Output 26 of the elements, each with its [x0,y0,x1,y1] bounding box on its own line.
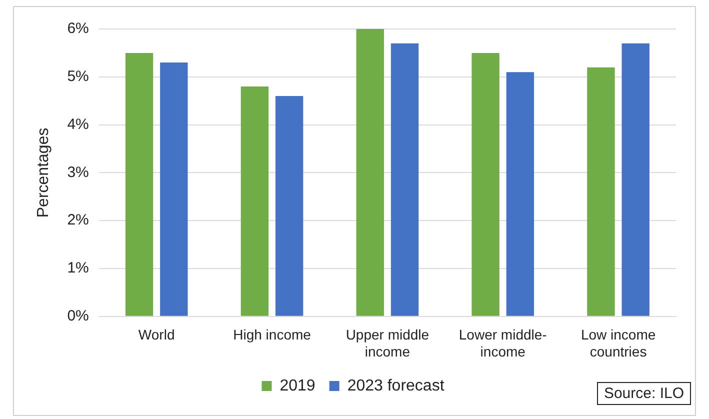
source-note: Source: ILO [596,382,691,405]
bar [390,43,419,316]
legend-label: 2023 forecast [347,377,445,394]
y-tick-label: 0% [67,308,89,325]
y-tick-label: 4% [67,116,89,133]
bar [160,62,188,316]
y-tick-label: 5% [67,68,89,86]
x-tick-label: High income [233,326,312,343]
x-tick-label: Lower middle-income [458,326,548,360]
legend-label: 2019 [280,377,316,394]
bar [275,96,304,316]
bar [240,86,269,316]
bar [622,43,650,316]
y-tick-label: 1% [67,260,89,277]
bar [587,67,615,316]
y-tick-label: 2% [67,212,89,229]
bar [125,52,154,316]
y-axis-title: Percentages [35,128,52,218]
y-tick-label: 3% [67,164,89,181]
x-tick-label: World [138,326,175,343]
bar [356,29,384,316]
x-tick-label: Upper middle income [346,326,430,360]
y-tick-label: 6% [67,20,89,38]
bar [506,72,534,316]
x-tick-label: Low income countries [580,326,656,360]
bar [472,52,500,316]
